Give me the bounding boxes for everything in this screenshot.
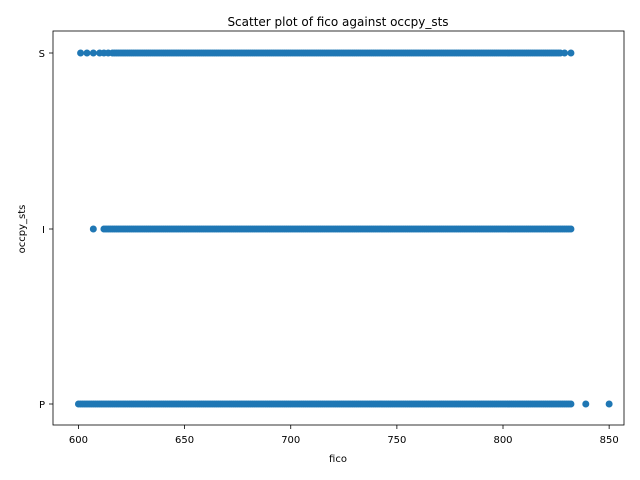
series-P <box>74 400 613 408</box>
chart-title: Scatter plot of fico against occpy_sts <box>227 15 448 29</box>
y-tick-label: I <box>42 225 45 236</box>
y-tick-label: P <box>39 400 45 411</box>
x-tick-label: 650 <box>175 435 194 446</box>
x-tick-label: 700 <box>281 435 300 446</box>
data-point <box>115 49 123 57</box>
plot-frame <box>52 30 625 426</box>
x-axis-label: fico <box>329 454 347 465</box>
data-point <box>89 49 97 57</box>
data-point <box>77 49 85 57</box>
data-point <box>83 49 91 57</box>
x-tick-label: 800 <box>493 435 512 446</box>
x-tick-label: 600 <box>69 435 88 446</box>
y-axis-label: occpy_sts <box>17 205 28 254</box>
series-I <box>89 225 575 233</box>
data-point <box>106 225 114 233</box>
data-point <box>605 400 613 408</box>
x-tick-label: 750 <box>387 435 406 446</box>
data-point <box>582 400 590 408</box>
x-axis: 600 650 700 750 800 850 <box>69 425 619 446</box>
data-point <box>561 49 569 57</box>
points-layer <box>74 49 613 408</box>
y-tick-label: S <box>39 49 45 60</box>
x-tick-label: 850 <box>600 435 619 446</box>
data-point <box>567 49 575 57</box>
data-point <box>567 225 575 233</box>
data-point <box>567 400 575 408</box>
series-S <box>77 49 575 57</box>
data-point <box>89 225 97 233</box>
y-axis: P I S <box>39 49 53 411</box>
